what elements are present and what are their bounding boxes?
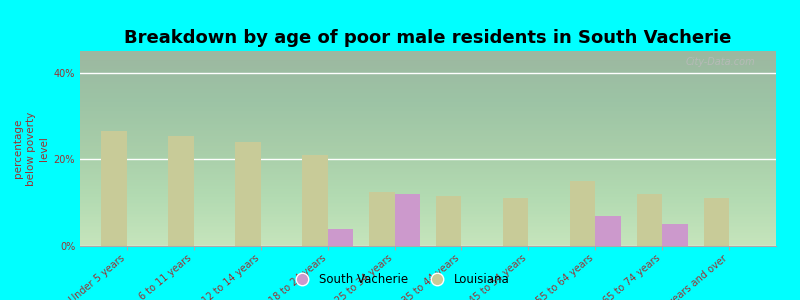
Legend: South Vacherie, Louisiana: South Vacherie, Louisiana	[286, 269, 514, 291]
Y-axis label: percentage
below poverty
level: percentage below poverty level	[13, 111, 50, 186]
Bar	[662, 224, 688, 246]
Bar	[570, 181, 595, 246]
Bar	[394, 194, 420, 246]
Bar	[436, 196, 462, 246]
Bar	[369, 192, 394, 246]
Bar	[595, 216, 621, 246]
Bar	[637, 194, 662, 246]
Bar	[102, 131, 127, 246]
Bar	[302, 155, 328, 246]
Title: Breakdown by age of poor male residents in South Vacherie: Breakdown by age of poor male residents …	[124, 29, 732, 47]
Text: City-Data.com: City-Data.com	[686, 57, 755, 67]
Bar	[328, 229, 353, 246]
Bar	[235, 142, 261, 246]
Bar	[503, 198, 528, 246]
Bar	[704, 198, 729, 246]
Bar	[168, 136, 194, 246]
